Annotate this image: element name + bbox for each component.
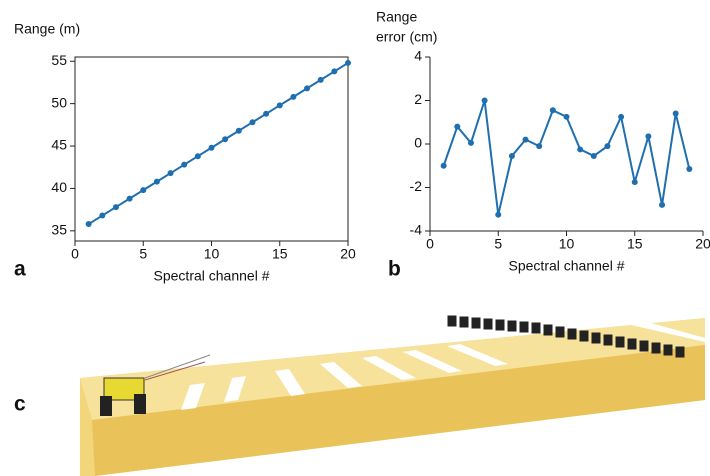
data-point [632,179,638,185]
x-tick-label: 15 [272,246,288,262]
data-point [441,163,447,169]
data-point [236,128,242,134]
x-tick-label: 20 [340,246,356,262]
x-tick-label: 0 [71,246,79,262]
x-tick-label: 5 [494,236,502,252]
data-point [591,153,597,159]
data-point [113,204,119,210]
data-point [345,60,351,66]
x-tick-label: 5 [139,246,147,262]
data-point [318,77,324,83]
x-tick-label: 0 [426,236,434,252]
data-point [495,212,501,218]
y-tick-label: 0 [414,135,422,151]
y-tick-label: 55 [51,52,67,68]
data-point [209,145,215,151]
data-point [290,94,296,100]
panel-label: a [14,258,26,281]
data-point [86,221,92,227]
data-point [564,114,570,120]
data-point [604,143,610,149]
data-point [550,107,556,113]
data-point [304,85,310,91]
x-tick-label: 15 [627,236,643,252]
y-tick-label: 45 [51,137,67,153]
data-point [140,187,146,193]
x-tick-label: 10 [204,246,220,262]
y-tick-label: 4 [414,48,422,64]
y-tick-label: 50 [51,94,67,110]
data-point [195,153,201,159]
y-axis-label: Range (m) [14,21,80,37]
data-point [127,196,133,202]
photo [80,316,705,476]
y-tick-label: -2 [410,178,423,194]
data-point [263,111,269,117]
x-tick-label: 20 [695,236,710,252]
data-point [454,124,460,130]
y-axis-label: error (cm) [376,29,437,45]
data-point [249,119,255,125]
data-point [331,68,337,74]
y-tick-label: 40 [51,179,67,195]
data-point [468,140,474,146]
data-point [686,166,692,172]
data-point [645,133,651,139]
data-point [99,213,105,219]
panel-label: b [388,258,401,281]
data-point [181,162,187,168]
y-axis-label: Range [376,9,417,25]
data-point [222,136,228,142]
data-point [618,114,624,120]
y-tick-label: 35 [51,222,67,238]
x-tick-label: 10 [559,236,575,252]
data-point [659,202,665,208]
data-point [673,111,679,117]
data-point [482,98,488,104]
data-point [154,179,160,185]
data-point [536,143,542,149]
data-point [509,153,515,159]
x-axis-label: Spectral channel # [154,268,270,284]
y-tick-label: -4 [410,222,423,238]
data-point [523,137,529,143]
x-axis-label: Spectral channel # [509,258,625,274]
data-point [577,146,583,152]
data-point [168,170,174,176]
y-tick-label: 2 [414,91,422,107]
figure: c 354045505505101520Range (m)Spectral ch… [0,0,710,476]
panel-label: c [14,393,26,416]
data-point [277,102,283,108]
